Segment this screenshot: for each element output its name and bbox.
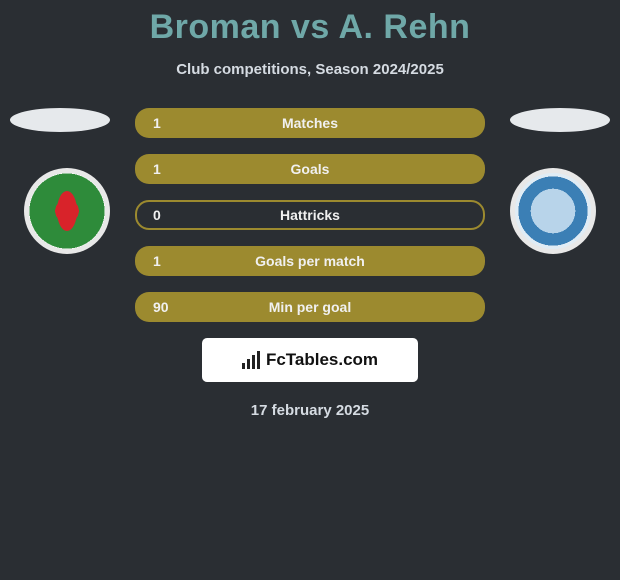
stat-label: Goals <box>135 154 485 184</box>
crest-graphic-right <box>515 173 591 249</box>
comparison-panel: 1 Matches 1 Goals 0 Hattricks 1 Goals pe… <box>0 108 620 419</box>
stat-label: Matches <box>135 108 485 138</box>
stat-row: 1 Matches <box>135 108 485 138</box>
stat-row: 90 Min per goal <box>135 292 485 322</box>
stats-list: 1 Matches 1 Goals 0 Hattricks 1 Goals pe… <box>135 108 485 322</box>
player-name-pill-left <box>10 108 110 132</box>
stat-label: Hattricks <box>135 200 485 230</box>
stat-label: Goals per match <box>135 246 485 276</box>
team-crest-right <box>510 168 596 254</box>
player-name-pill-right <box>510 108 610 132</box>
brand-text: FcTables.com <box>266 350 378 370</box>
stat-label: Min per goal <box>135 292 485 322</box>
page-title: Broman vs A. Rehn <box>0 0 620 47</box>
footer-brand-badge: FcTables.com <box>202 338 418 382</box>
stat-row: 0 Hattricks <box>135 200 485 230</box>
stat-row: 1 Goals <box>135 154 485 184</box>
crest-graphic-left <box>29 173 105 249</box>
subtitle: Club competitions, Season 2024/2025 <box>0 61 620 78</box>
team-crest-left <box>24 168 110 254</box>
chart-icon <box>242 351 260 369</box>
footer-date: 17 february 2025 <box>0 402 620 419</box>
stat-row: 1 Goals per match <box>135 246 485 276</box>
